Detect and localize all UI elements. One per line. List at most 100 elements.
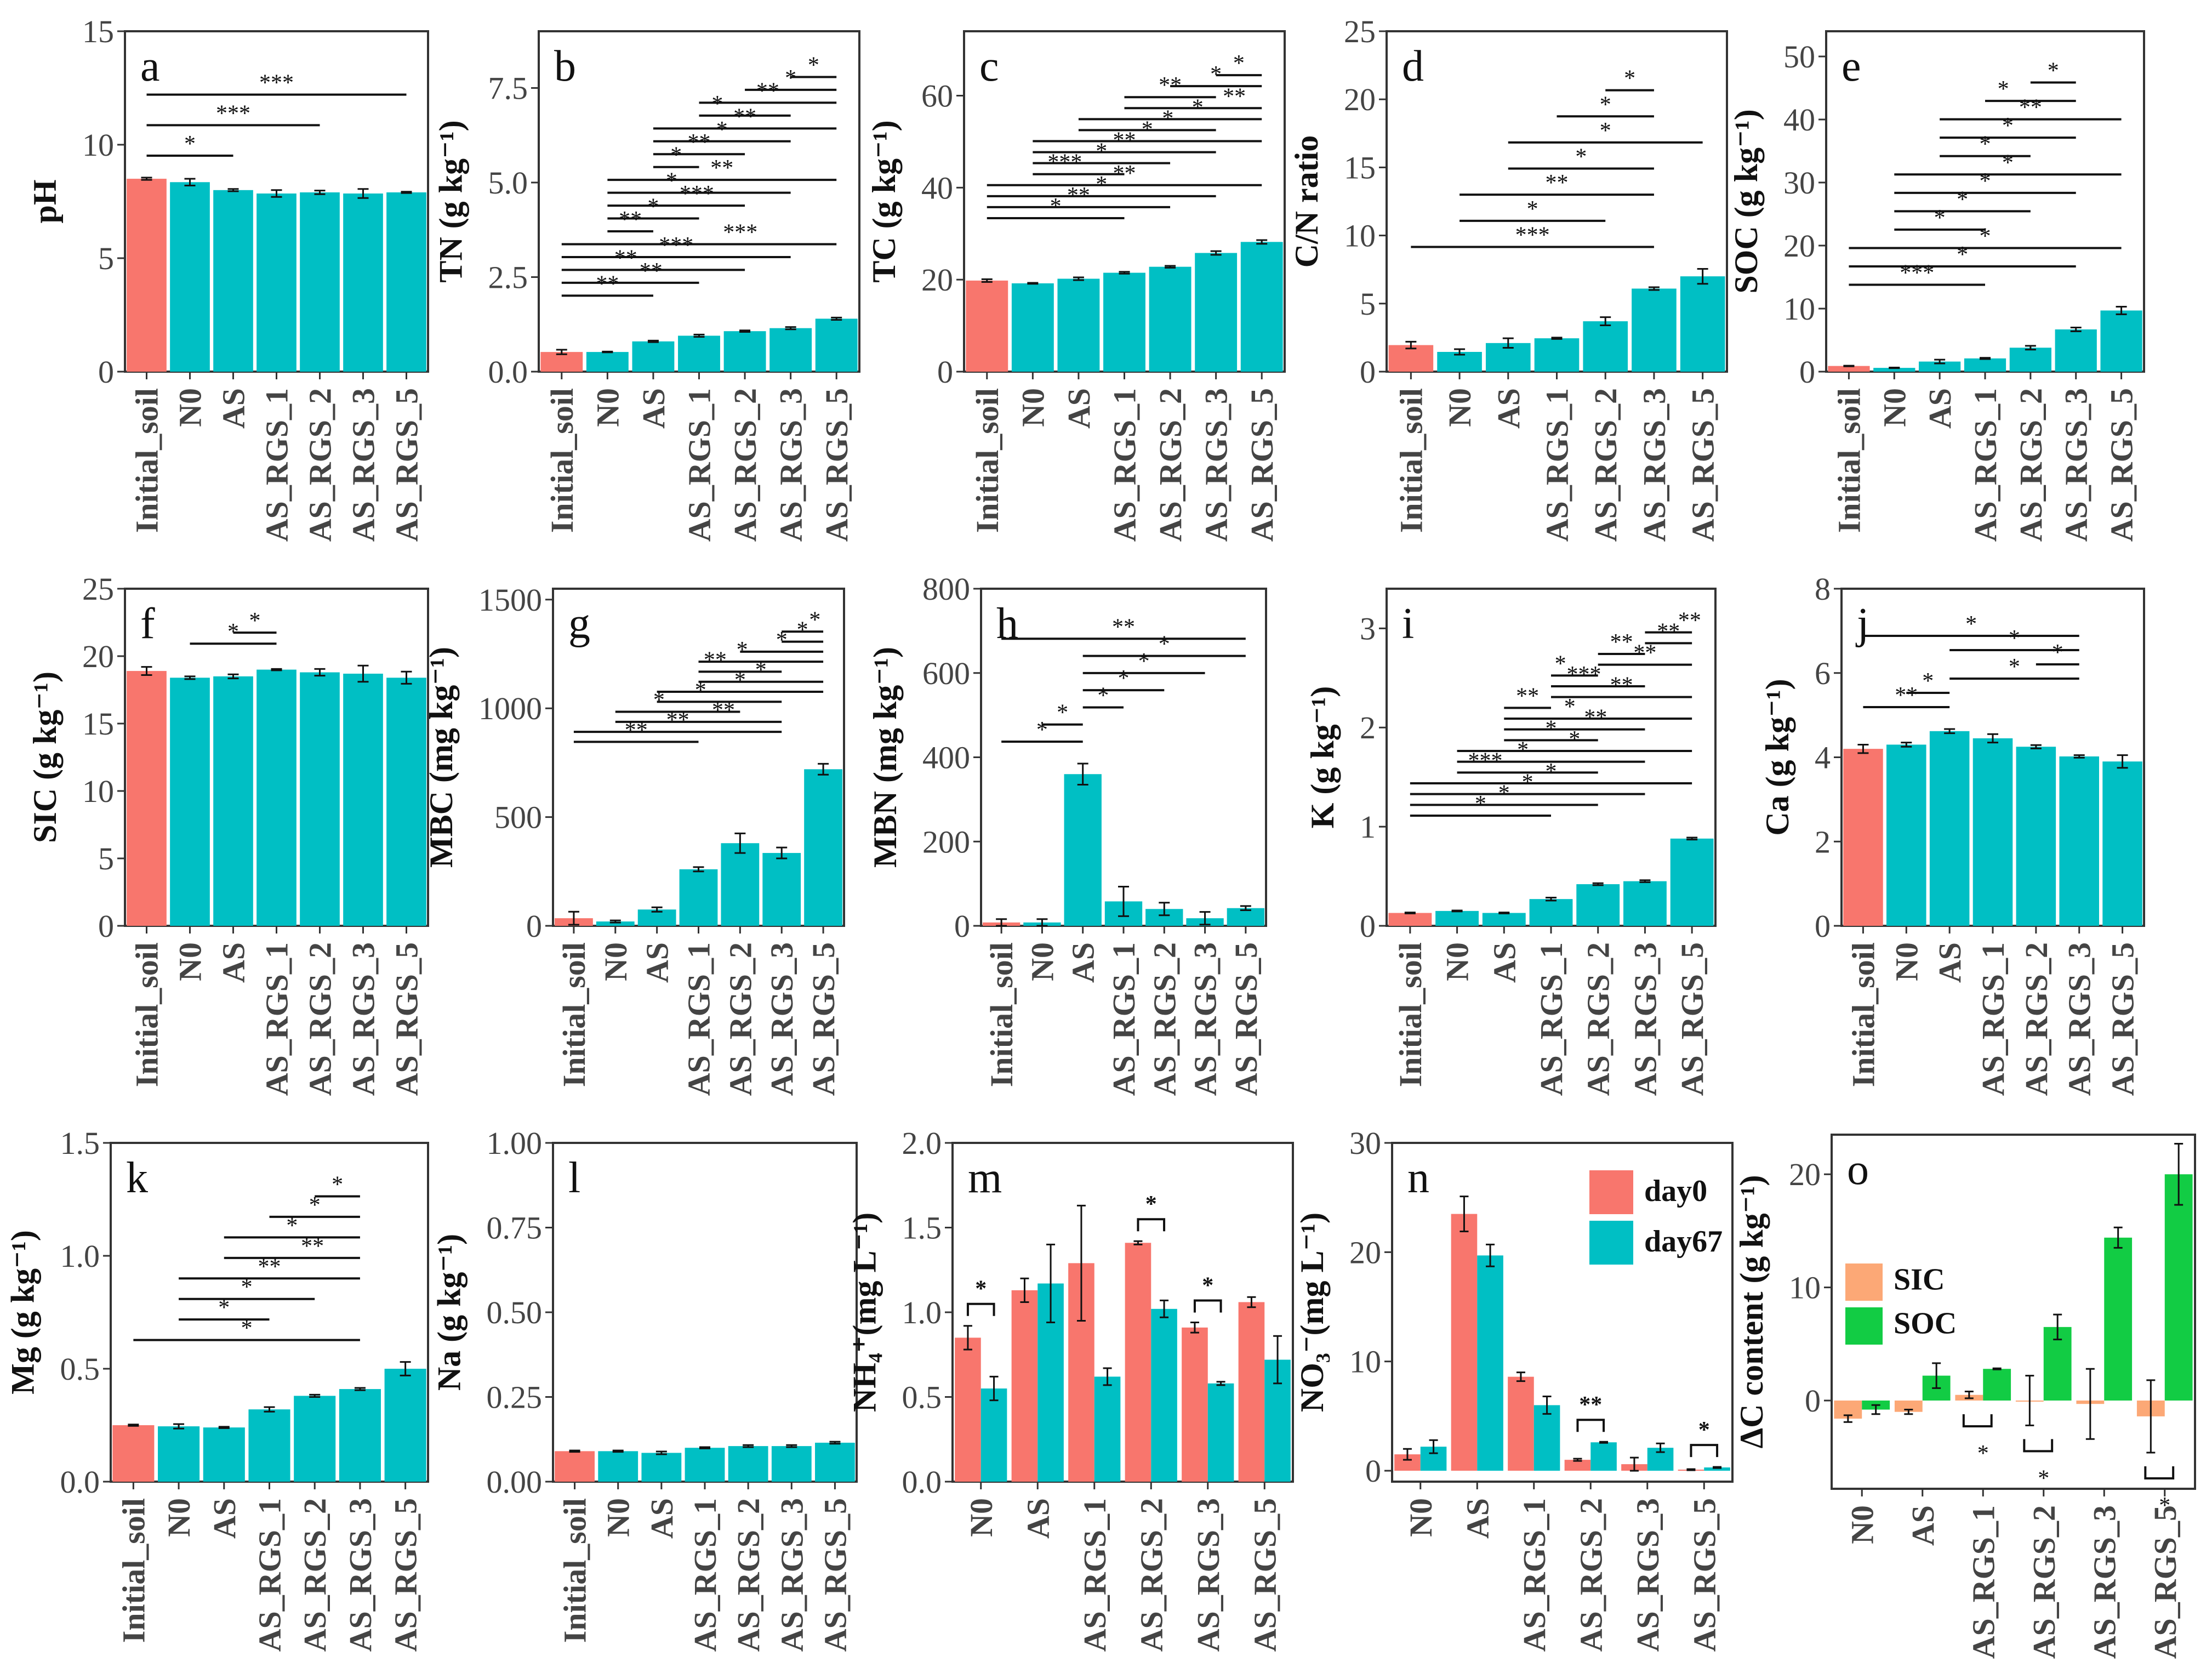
significance-label: * (2048, 59, 2059, 84)
x-tick-label: AS_RGS_1 (1107, 388, 1143, 542)
legend-swatch-day0 (1589, 1170, 1633, 1214)
bar (685, 1448, 725, 1482)
plot-frame (552, 1142, 858, 1483)
bar (1873, 368, 1915, 372)
bar-day0 (1238, 1302, 1265, 1482)
panel-letter: f (140, 600, 155, 648)
significance-label: * (1922, 669, 1934, 694)
bar (1195, 253, 1238, 372)
y-tick-label: 0.00 (487, 1464, 543, 1500)
x-tick-label: AS_RGS_1 (681, 942, 717, 1096)
panel-letter: e (1842, 42, 1861, 90)
x-tick-label: AS_RGS_5 (2147, 1505, 2183, 1659)
bar (1534, 338, 1580, 372)
y-tick-label: 0.25 (487, 1380, 543, 1415)
significance-bracket (1690, 1444, 1719, 1458)
x-tick-label: N0 (1877, 388, 1912, 427)
significance-label: * (309, 1193, 321, 1218)
x-tick-label: AS_RGS_5 (1244, 388, 1280, 542)
significance-label: * (1118, 666, 1130, 691)
significance-label: * (1527, 197, 1538, 222)
x-tick-label: AS_RGS_2 (1133, 1498, 1169, 1652)
y-tick-label: 3 (1360, 611, 1376, 646)
y-tick-label: 2 (1360, 710, 1376, 745)
x-tick-label: Initial_soil (1831, 388, 1867, 533)
bar (1576, 884, 1620, 926)
panel-d: d 0 5 10 15 20 25 C/N ratio Initial_soil N0 AS AS_R… (1289, 14, 1728, 542)
bar (641, 1453, 682, 1482)
panel-l: l 0.00 0.25 0.50 0.75 1.00 Na (g kg⁻¹) Initial_… (431, 1125, 858, 1652)
y-tick-label: 20 (1783, 228, 1815, 264)
x-tick-label: AS_RGS_5 (2104, 388, 2140, 542)
bar (2102, 761, 2142, 926)
significance-label: * (1138, 649, 1150, 674)
bar (1011, 283, 1054, 372)
y-tick-label: 20 (1349, 1234, 1381, 1270)
significance-label: * (2009, 626, 2020, 651)
y-tick-label: 600 (922, 656, 970, 691)
bar (1064, 774, 1102, 926)
bar (1388, 345, 1434, 372)
y-tick-label: 10 (82, 127, 114, 163)
y-tick-label: 0.0 (902, 1464, 942, 1500)
bar-day67 (1207, 1383, 1234, 1482)
significance-label: ** (1579, 1392, 1602, 1418)
x-tick-label: AS_RGS_3 (774, 1498, 809, 1652)
bar (1103, 272, 1145, 372)
significance-label: ** (640, 259, 663, 284)
bar (1680, 276, 1725, 372)
x-tick-label: AS_RGS_2 (1581, 942, 1616, 1096)
bar (2009, 348, 2051, 372)
panel-letter: b (554, 42, 576, 90)
y-tick-label: 15 (1344, 150, 1376, 185)
significance-label: ** (688, 130, 711, 155)
x-tick-label: AS (1065, 942, 1101, 983)
x-tick-label: AS_RGS_3 (764, 942, 800, 1096)
bar (804, 769, 842, 926)
panel-letter: m (968, 1154, 1002, 1202)
x-tick-label: AS_RGS_2 (1573, 1498, 1609, 1652)
significance-label: ** (1610, 630, 1633, 655)
significance-label: * (1957, 242, 1968, 267)
bar (2100, 310, 2142, 372)
bar (127, 671, 167, 926)
bar (598, 1451, 638, 1482)
bar (170, 678, 210, 926)
significance-label: * (1159, 632, 1170, 657)
significance-bracket (1576, 1419, 1605, 1432)
panel-letter: g (568, 600, 590, 648)
panel-letter: i (1402, 600, 1414, 648)
y-tick-label: 50 (1783, 39, 1815, 75)
bar (632, 341, 675, 372)
y-tick-label: 0 (1805, 1383, 1821, 1419)
significance-label: * (755, 658, 767, 683)
bar-day67 (1094, 1376, 1121, 1482)
y-tick-label: 1.0 (902, 1295, 942, 1330)
x-tick-label: AS_RGS_5 (806, 942, 841, 1096)
y-tick-label: 0.75 (487, 1210, 543, 1246)
significance-label: * (809, 607, 820, 633)
panel-letter: k (126, 1154, 148, 1202)
significance-label: * (249, 608, 261, 634)
bar (1843, 749, 1883, 926)
x-tick-label: Initial_soil (556, 942, 592, 1087)
bar (721, 843, 760, 926)
y-tick-label: 5 (98, 241, 114, 276)
bar-day67 (980, 1388, 1007, 1482)
x-tick-label: N0 (161, 1498, 197, 1537)
y-tick-label: 5 (1360, 286, 1376, 322)
bar (294, 1396, 336, 1482)
y-tick-label: 0 (937, 354, 953, 390)
y-tick-label: 4 (1815, 740, 1831, 776)
x-tick-label: AS (216, 942, 252, 983)
bar (1240, 242, 1283, 372)
significance-label: *** (216, 101, 250, 126)
bar (1227, 908, 1265, 926)
significance-label: ** (1223, 84, 1246, 109)
bar (1149, 266, 1191, 372)
bar (127, 179, 167, 372)
bar (1623, 881, 1667, 926)
legend-label: day0 (1644, 1174, 1707, 1208)
y-tick-label: 10 (82, 773, 114, 809)
